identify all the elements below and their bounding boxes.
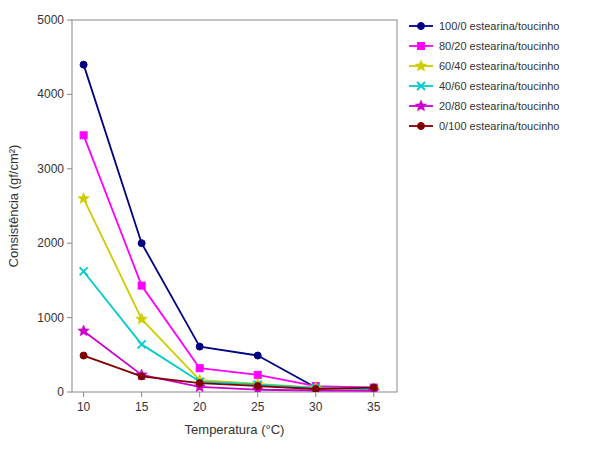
series xyxy=(80,61,377,391)
legend-label: 0/100 estearina/toucinho xyxy=(439,120,559,132)
legend-item: 20/80 estearina/toucinho xyxy=(409,100,559,112)
chart-container: 10 15 20 25 30 35 0 1000 2000 3000 4000 5000 Tempera… xyxy=(0,0,597,450)
series xyxy=(80,267,378,392)
y-axis-label: Consistência (gf/cm²) xyxy=(6,145,21,268)
series-line xyxy=(84,65,374,388)
legend-marker xyxy=(415,60,426,71)
legend-marker xyxy=(415,100,426,111)
legend-marker xyxy=(418,123,425,130)
legend: 100/0 estearina/toucinho 80/20 estearina/… xyxy=(409,20,559,132)
point-marker xyxy=(254,381,262,389)
plot-frame xyxy=(72,20,397,392)
point-marker xyxy=(196,378,204,386)
x-tick xyxy=(141,392,142,397)
point-marker xyxy=(370,384,377,391)
y-tick xyxy=(67,94,72,95)
x-tick-label: 25 xyxy=(251,400,265,414)
y-tick-label: 2000 xyxy=(37,236,64,250)
legend-marker xyxy=(418,43,425,50)
y-tick xyxy=(67,20,72,21)
point-marker xyxy=(138,240,145,247)
point-marker xyxy=(138,373,145,380)
x-tick-label: 15 xyxy=(135,400,149,414)
x-axis: 10 15 20 25 30 35 xyxy=(77,392,381,414)
y-tick-label: 4000 xyxy=(37,87,64,101)
y-tick xyxy=(67,168,72,169)
x-tick xyxy=(315,392,316,397)
point-marker xyxy=(78,325,89,336)
y-tick-label: 5000 xyxy=(37,13,64,27)
series xyxy=(78,325,380,392)
x-tick-label: 10 xyxy=(77,400,91,414)
x-tick xyxy=(83,392,84,397)
y-tick-label: 3000 xyxy=(37,162,64,176)
x-tick xyxy=(257,392,258,397)
series xyxy=(78,193,380,392)
series-line xyxy=(84,331,374,391)
legend-label: 60/40 estearina/toucinho xyxy=(439,60,559,72)
y-tick xyxy=(67,243,72,244)
point-marker xyxy=(254,383,261,390)
point-marker xyxy=(254,352,261,359)
series xyxy=(80,132,377,391)
y-tick xyxy=(67,317,72,318)
y-axis: 0 1000 2000 3000 4000 5000 xyxy=(37,13,72,399)
chart-svg: 10 15 20 25 30 35 0 1000 2000 3000 4000 5000 Tempera… xyxy=(0,0,597,450)
point-marker xyxy=(312,386,319,392)
legend-label: 80/20 estearina/toucinho xyxy=(439,40,559,52)
x-tick-label: 20 xyxy=(193,400,207,414)
x-tick-label: 35 xyxy=(367,400,381,414)
plot-data xyxy=(78,61,380,392)
x-tick-label: 30 xyxy=(309,400,323,414)
y-tick-label: 0 xyxy=(57,385,64,399)
series-line xyxy=(84,135,374,387)
point-marker xyxy=(80,267,88,275)
x-tick xyxy=(199,392,200,397)
point-marker xyxy=(138,282,145,289)
legend-item: 60/40 estearina/toucinho xyxy=(409,60,559,72)
legend-marker xyxy=(418,23,425,30)
series-line xyxy=(84,271,374,389)
y-tick xyxy=(67,392,72,393)
legend-item: 100/0 estearina/toucinho xyxy=(409,20,559,32)
point-marker xyxy=(80,352,87,359)
point-marker xyxy=(370,384,377,391)
point-marker xyxy=(196,365,203,372)
legend-label: 20/80 estearina/toucinho xyxy=(439,100,559,112)
point-marker xyxy=(80,61,87,68)
point-marker xyxy=(138,340,146,348)
x-axis-label: Temperatura (°C) xyxy=(185,422,285,437)
series-line xyxy=(84,199,374,389)
legend-item: 80/20 estearina/toucinho xyxy=(409,40,559,52)
series-line xyxy=(84,356,374,389)
legend-label: 100/0 estearina/toucinho xyxy=(439,20,559,32)
x-tick xyxy=(373,392,374,397)
point-marker xyxy=(78,193,89,204)
legend-item: 40/60 estearina/toucinho xyxy=(409,80,559,92)
series xyxy=(80,352,377,392)
point-marker xyxy=(196,380,203,387)
legend-label: 40/60 estearina/toucinho xyxy=(439,80,559,92)
point-marker xyxy=(136,313,147,324)
point-marker xyxy=(196,343,203,350)
point-marker xyxy=(312,384,320,392)
legend-item: 0/100 estearina/toucinho xyxy=(409,120,559,132)
y-tick-label: 1000 xyxy=(37,311,64,325)
legend-marker xyxy=(417,82,425,90)
point-marker xyxy=(370,384,377,391)
point-marker xyxy=(80,132,87,139)
